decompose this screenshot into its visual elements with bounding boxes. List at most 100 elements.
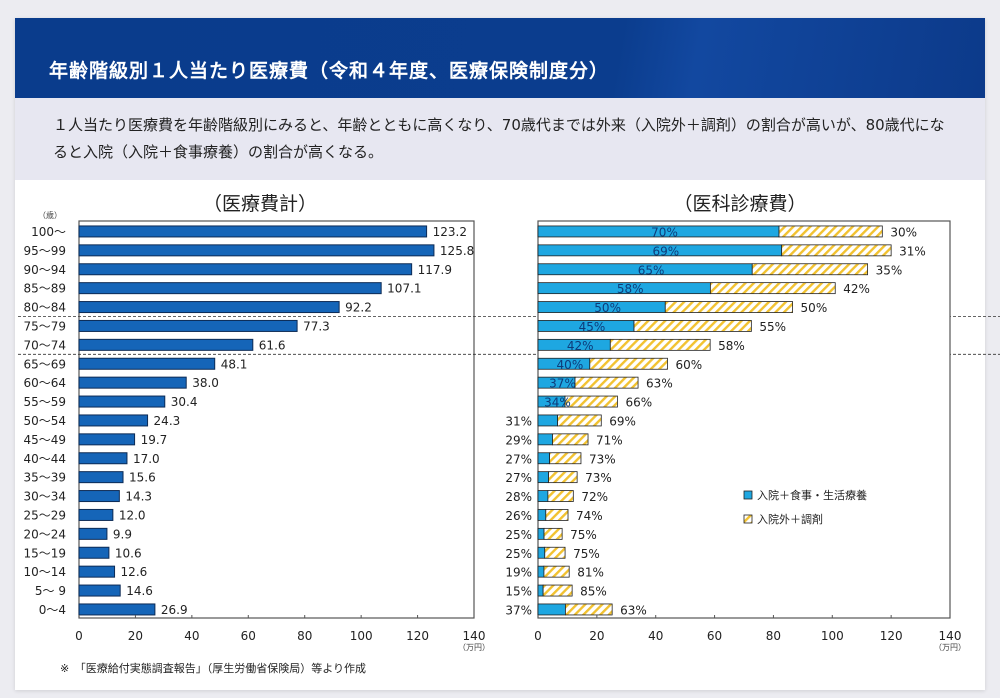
category-label: 15〜19 [23,546,66,560]
value-label: 19.7 [141,433,168,447]
value-label: 10.6 [115,546,142,560]
inpatient-share-label: 27% [505,452,532,466]
inpatient-share-label: 50% [594,301,621,315]
x-tick-label: 0 [75,629,83,643]
bar-outpatient [548,471,578,484]
inpatient-share-label: 65% [638,263,665,277]
outpatient-share-label: 42% [843,282,870,296]
outpatient-share-label: 35% [876,263,903,277]
bar-outpatient [574,376,639,389]
inpatient-share-label: 19% [505,566,532,580]
bar-outpatient [589,357,668,370]
bar [78,282,382,295]
value-label: 38.0 [192,376,219,390]
bar-inpatient [537,584,544,597]
category-label: 55〜59 [23,395,66,409]
x-tick-label: 0 [534,629,542,643]
bar [78,301,340,314]
category-label: 25〜29 [23,508,66,522]
x-tick-label: 120 [406,629,429,643]
bar-outpatient [545,509,569,521]
outpatient-share-label: 81% [577,566,604,580]
category-label: 0〜4 [39,603,66,617]
inpatient-share-label: 27% [505,471,532,485]
bar-outpatient [664,301,793,313]
x-tick-label: 120 [880,629,903,643]
inpatient-share-label: 42% [567,339,594,353]
x-tick-label: 100 [821,629,844,643]
category-label: 5〜 9 [35,584,66,598]
bar [78,395,166,408]
bar [78,433,136,446]
bar [78,338,254,351]
outpatient-share-label: 50% [801,301,828,315]
value-label: 30.4 [171,395,198,409]
value-label: 48.1 [221,357,248,371]
x-tick-label: 100 [350,629,373,643]
value-label: 9.9 [113,527,132,541]
category-label: 70〜74 [23,338,66,352]
value-label: 107.1 [387,282,421,296]
outpatient-share-label: 71% [596,433,623,447]
bar [78,527,108,540]
bar-outpatient [557,414,602,427]
outpatient-share-label: 69% [609,414,636,428]
inpatient-share-label: 40% [557,358,584,372]
category-label: 85〜89 [23,282,66,296]
value-label: 12.6 [121,565,148,579]
bar-inpatient [537,603,566,616]
inpatient-share-label: 29% [505,433,532,447]
bar-outpatient [565,603,613,616]
bar-inpatient [537,433,553,446]
outpatient-share-label: 73% [585,471,612,485]
bar-inpatient [537,471,549,484]
source-footnote: ※ 「医療給付実態調査報告」（厚生労働省保険局）等より作成 [60,662,366,675]
bar-outpatient [778,225,883,238]
outpatient-share-label: 72% [581,490,608,504]
bar-outpatient [543,527,563,540]
bar [78,244,435,257]
bar-outpatient [751,263,868,276]
inpatient-share-label: 34% [544,396,571,410]
category-label: 10〜14 [23,565,66,579]
bar-inpatient [537,546,546,559]
bar-inpatient [537,490,549,502]
inpatient-share-label: 25% [505,547,532,561]
inpatient-share-label: 45% [579,320,606,334]
bar [78,546,110,559]
bar-inpatient [537,452,551,465]
bar-inpatient [537,509,547,521]
category-label: 45〜49 [23,433,66,447]
bar [78,263,413,276]
category-label: 90〜94 [23,263,66,277]
outpatient-share-label: 73% [589,452,616,466]
bar [78,225,428,238]
value-label: 14.6 [126,584,153,598]
value-label: 12.0 [119,508,146,522]
category-label: 20〜24 [23,527,66,541]
bar [78,376,187,389]
right-chart-title: （医科診療費） [673,193,806,215]
outpatient-share-label: 75% [570,528,597,542]
legend-swatch-outpatient [743,514,753,524]
bar [78,357,216,370]
description-panel: １人当たり医療費を年齢階級別にみると、年齢とともに高くなり、70歳代までは外来（… [15,98,985,180]
outpatient-share-label: 60% [675,358,702,372]
category-label: 65〜69 [23,357,66,371]
bar-inpatient [537,527,545,540]
x-unit-label: （万円） [934,643,966,652]
bar-outpatient [549,452,582,465]
bar-outpatient [633,320,752,332]
x-tick-label: 60 [707,629,722,643]
bar-outpatient [542,584,573,597]
bar-outpatient [552,433,589,446]
category-label: 75〜79 [23,319,66,333]
inpatient-share-label: 31% [505,414,532,428]
value-label: 125.8 [440,244,474,258]
category-label: 30〜34 [23,490,66,504]
value-label: 92.2 [345,301,372,315]
bar [78,565,116,578]
page-title: 年齢階級別１人当たり医療費（令和４年度、医療保険制度分） [49,60,610,82]
inpatient-share-label: 69% [652,244,679,258]
